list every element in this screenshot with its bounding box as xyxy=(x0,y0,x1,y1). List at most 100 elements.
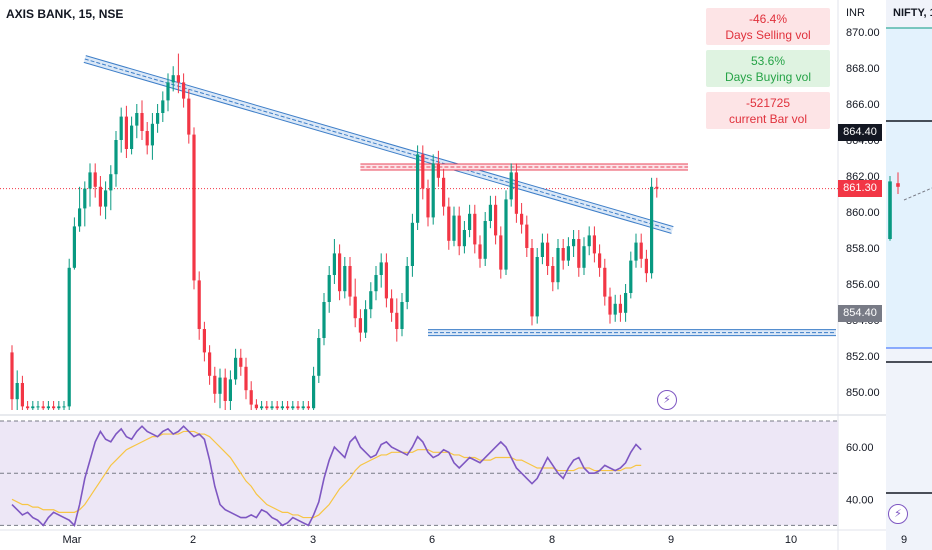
candle-body xyxy=(395,312,399,329)
candle-body xyxy=(457,215,461,247)
candle-body xyxy=(426,188,430,218)
candle-body xyxy=(374,275,378,292)
currency-label: INR xyxy=(846,7,865,19)
candle-body xyxy=(213,375,217,394)
stat-label: current Bar vol xyxy=(728,112,808,126)
candle-body xyxy=(410,222,414,266)
trendline-band xyxy=(83,55,674,234)
candle-body xyxy=(473,213,477,245)
candle-body xyxy=(182,82,186,99)
candle-body xyxy=(41,406,45,409)
candle-body xyxy=(130,125,134,149)
candle-body xyxy=(416,154,420,223)
time-tick-label: 9 xyxy=(668,534,674,546)
nifty-label[interactable]: NIFTY, 1 xyxy=(893,7,932,19)
nifty-panel-area xyxy=(886,28,932,348)
candle-body xyxy=(566,246,570,261)
candle-body xyxy=(192,134,196,281)
candle-body xyxy=(98,186,102,207)
rsi-line xyxy=(11,425,642,527)
candle-body xyxy=(202,329,206,353)
candle-body xyxy=(161,100,165,113)
time-tick-label: 3 xyxy=(310,534,316,546)
candle-body xyxy=(639,242,643,259)
candle-body xyxy=(608,296,612,315)
candle-body xyxy=(442,177,446,207)
candle-body xyxy=(509,172,513,200)
candle-body xyxy=(572,239,576,247)
candle-body xyxy=(431,163,435,218)
candle-body xyxy=(618,303,622,313)
candle-body xyxy=(405,266,409,302)
candle-body xyxy=(613,303,617,315)
candle-body xyxy=(72,226,76,268)
candle-body xyxy=(462,230,466,247)
candle-body xyxy=(384,262,388,299)
candle-body xyxy=(483,221,487,259)
candle-body xyxy=(561,248,565,261)
candle-body xyxy=(343,266,347,292)
stat-box: -521725 current Bar vol xyxy=(706,92,830,129)
price-tick-label: 866.00 xyxy=(846,99,880,111)
candle-body xyxy=(447,206,451,241)
candle-body xyxy=(530,248,534,317)
stat-value: -46.4% xyxy=(748,12,788,26)
candle-body xyxy=(551,266,555,283)
candle-body xyxy=(655,186,659,189)
candle-body xyxy=(421,154,425,189)
candle-body xyxy=(624,293,628,313)
candle-body xyxy=(36,406,40,408)
candle-body xyxy=(223,377,227,401)
candle-body xyxy=(156,113,160,124)
candle-body xyxy=(228,379,232,401)
candle-body xyxy=(104,190,108,207)
candle-body xyxy=(244,366,248,391)
time-tick-label: 10 xyxy=(785,534,797,546)
candle-body xyxy=(109,174,113,191)
price-tick-label: 870.00 xyxy=(846,27,880,39)
candle-body xyxy=(400,302,404,329)
candle-body xyxy=(296,406,300,409)
price-tag-low: 854.40 xyxy=(838,305,882,322)
candle-body xyxy=(234,357,238,380)
candle-body xyxy=(119,116,123,140)
candle-body xyxy=(452,215,456,241)
stat-label: Days Buying vol xyxy=(724,70,812,84)
candle-body xyxy=(587,235,591,247)
candle-body xyxy=(254,404,258,409)
stat-value: 53.6% xyxy=(750,54,786,68)
candle-body xyxy=(582,246,586,268)
candle-body xyxy=(83,188,87,209)
candle-body xyxy=(301,406,305,409)
candle-body xyxy=(166,82,170,101)
candle-body xyxy=(540,242,544,257)
candle-body xyxy=(124,116,128,149)
candle-body xyxy=(577,239,581,268)
time-tick-label: Mar xyxy=(63,534,82,546)
nifty-time-label: 9 xyxy=(901,534,907,546)
candle-body xyxy=(140,113,144,131)
price-tick-label: 860.00 xyxy=(846,207,880,219)
time-tick-label: 2 xyxy=(190,534,196,546)
bolt-icon[interactable]: ⚡︎ xyxy=(888,504,908,524)
candle-body xyxy=(93,172,97,187)
stat-box: -46.4% Days Selling vol xyxy=(706,8,830,45)
candle-body xyxy=(197,280,201,329)
nifty-candle-body xyxy=(888,181,892,239)
candle-body xyxy=(275,406,279,409)
candle-body xyxy=(67,267,71,407)
chart-title: AXIS BANK, 15, NSE xyxy=(6,7,124,21)
price-tag-high: 864.40 xyxy=(838,124,882,141)
candle-body xyxy=(478,244,482,259)
candle-body xyxy=(306,406,310,409)
candle-body xyxy=(291,406,295,409)
candle-body xyxy=(322,302,326,338)
candle-body xyxy=(499,235,503,270)
candle-body xyxy=(26,406,30,409)
candle-body xyxy=(57,406,61,409)
candle-body xyxy=(265,406,269,409)
price-tick-label: 868.00 xyxy=(846,63,880,75)
bolt-icon[interactable]: ⚡︎ xyxy=(657,390,677,410)
candle-body xyxy=(239,357,243,367)
